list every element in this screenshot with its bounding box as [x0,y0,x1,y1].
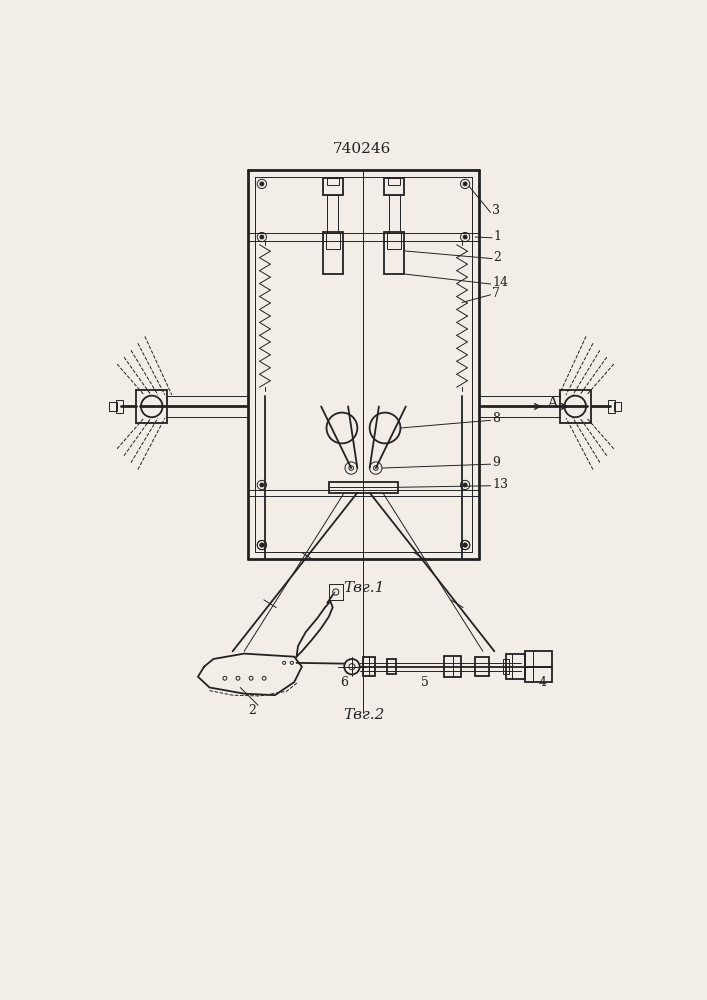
Circle shape [463,182,467,186]
Bar [136,389,167,423]
Bar [475,657,489,676]
Text: 5: 5 [421,676,429,689]
Circle shape [260,182,264,186]
Bar [560,389,590,423]
Bar [327,178,339,185]
Text: 1: 1 [493,230,502,243]
Circle shape [463,543,467,547]
Text: 4: 4 [539,676,547,689]
Bar [503,659,509,674]
Text: Τвг.2: Τвг.2 [343,708,384,722]
Circle shape [260,543,264,547]
Circle shape [260,483,264,487]
Bar [387,233,402,249]
Bar [385,178,404,195]
Bar [525,651,552,682]
Text: 740246: 740246 [333,142,391,156]
Bar [614,402,621,411]
Bar [444,656,461,677]
Bar [387,659,396,674]
Text: 6: 6 [340,676,349,689]
Text: 2: 2 [493,251,501,264]
Text: Τвг.1: Τвг.1 [343,581,384,595]
Text: A: A [547,396,558,410]
Bar [329,584,343,600]
Circle shape [463,483,467,487]
Circle shape [463,543,467,547]
Bar [110,402,117,411]
Bar [363,657,375,676]
Circle shape [260,543,264,547]
Circle shape [260,235,264,239]
Bar [607,400,615,413]
Bar [326,233,339,249]
Bar [506,654,525,679]
Text: 13: 13 [492,478,508,491]
Text: 9: 9 [492,456,500,469]
Bar [385,232,404,274]
Text: 7: 7 [492,287,500,300]
Circle shape [463,235,467,239]
Bar [322,178,343,195]
Text: 8: 8 [492,412,500,425]
Text: 3: 3 [492,204,500,217]
Bar [322,232,343,274]
Text: 14: 14 [492,276,508,289]
Bar [388,178,400,185]
Text: 2: 2 [248,704,256,717]
Bar [115,400,123,413]
Bar [329,482,398,493]
